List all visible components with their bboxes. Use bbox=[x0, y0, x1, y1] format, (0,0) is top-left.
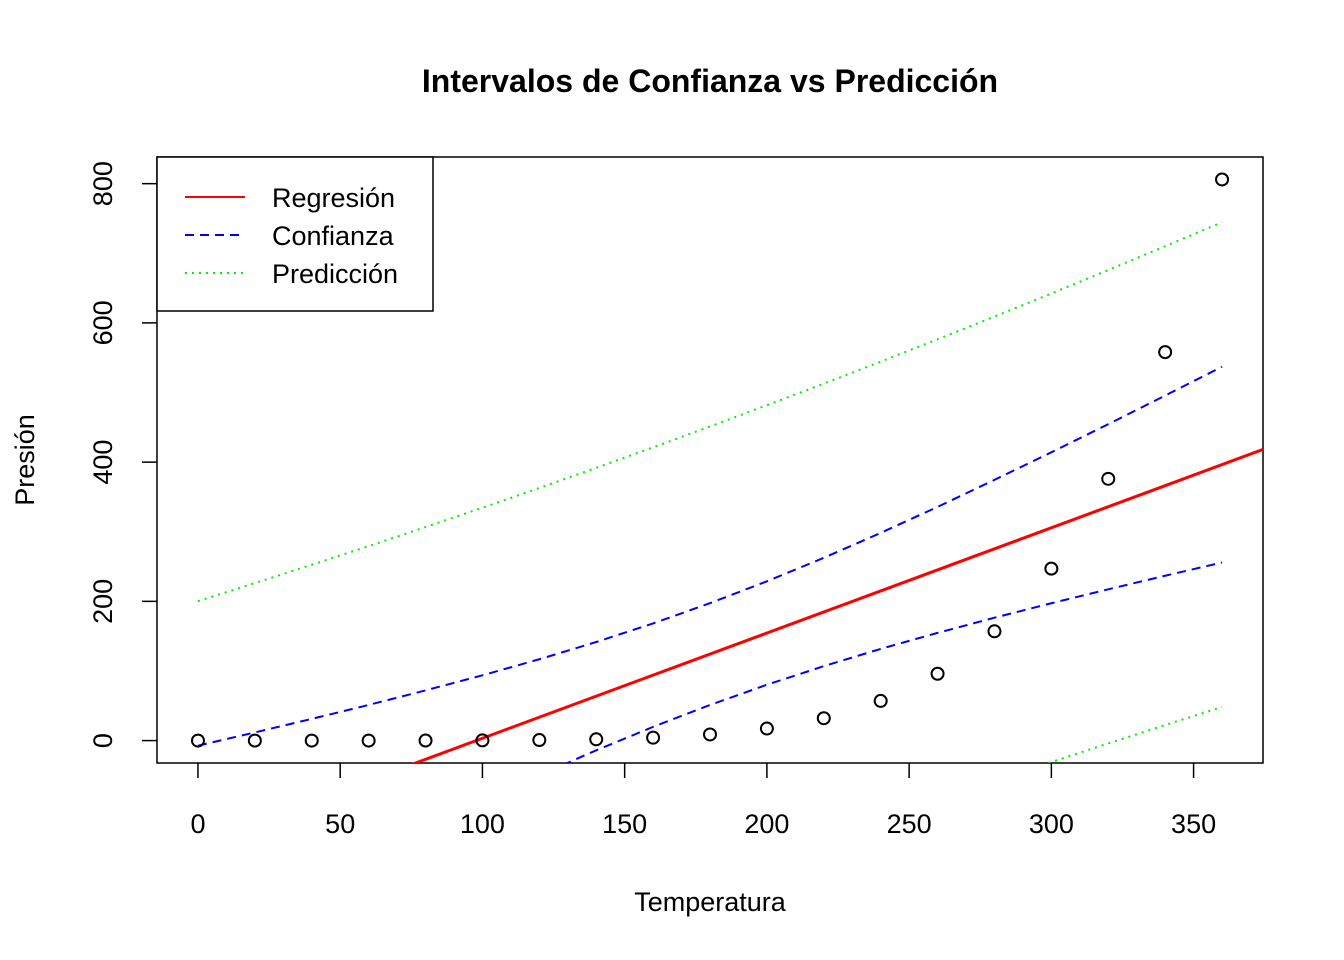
band-line bbox=[197, 365, 1223, 747]
y-tick-label: 800 bbox=[88, 161, 118, 206]
y-axis-label: Presión bbox=[10, 414, 40, 506]
x-tick-label: 300 bbox=[1029, 809, 1074, 839]
data-point bbox=[361, 733, 376, 748]
y-tick-label: 600 bbox=[88, 300, 118, 345]
legend-label: Confianza bbox=[272, 221, 395, 251]
data-point bbox=[1044, 561, 1059, 576]
x-tick-label: 50 bbox=[325, 809, 355, 839]
legend-label: Predicción bbox=[272, 259, 398, 289]
data-point bbox=[759, 721, 774, 736]
x-tick-label: 0 bbox=[190, 809, 205, 839]
plot-area bbox=[190, 172, 1263, 763]
x-tick-label: 150 bbox=[602, 809, 647, 839]
data-point bbox=[930, 666, 945, 681]
x-tick-label: 200 bbox=[744, 809, 789, 839]
data-point bbox=[475, 733, 490, 748]
regression-line bbox=[411, 448, 1263, 763]
data-point bbox=[1101, 471, 1116, 486]
data-point bbox=[247, 733, 262, 748]
data-point bbox=[873, 693, 888, 708]
y-tick-label: 200 bbox=[88, 579, 118, 624]
x-axis-label: Temperatura bbox=[634, 887, 787, 917]
band-line bbox=[564, 561, 1223, 763]
data-point bbox=[418, 733, 433, 748]
data-point bbox=[987, 624, 1002, 639]
data-point bbox=[190, 733, 205, 748]
data-point bbox=[816, 711, 831, 726]
data-point bbox=[646, 730, 661, 745]
legend-label: Regresión bbox=[272, 183, 395, 213]
data-point bbox=[1215, 172, 1230, 187]
data-point bbox=[304, 733, 319, 748]
x-tick-label: 250 bbox=[887, 809, 932, 839]
data-point bbox=[1158, 345, 1173, 360]
data-point bbox=[703, 727, 717, 742]
plot-frame bbox=[156, 156, 1264, 764]
data-point bbox=[532, 733, 547, 748]
chart-title: Intervalos de Confianza vs Predicción bbox=[422, 63, 998, 99]
x-tick-label: 350 bbox=[1171, 809, 1216, 839]
y-tick-label: 400 bbox=[88, 440, 118, 485]
data-point bbox=[589, 732, 604, 747]
x-tick-label: 100 bbox=[460, 809, 505, 839]
y-tick-label: 0 bbox=[88, 733, 118, 748]
